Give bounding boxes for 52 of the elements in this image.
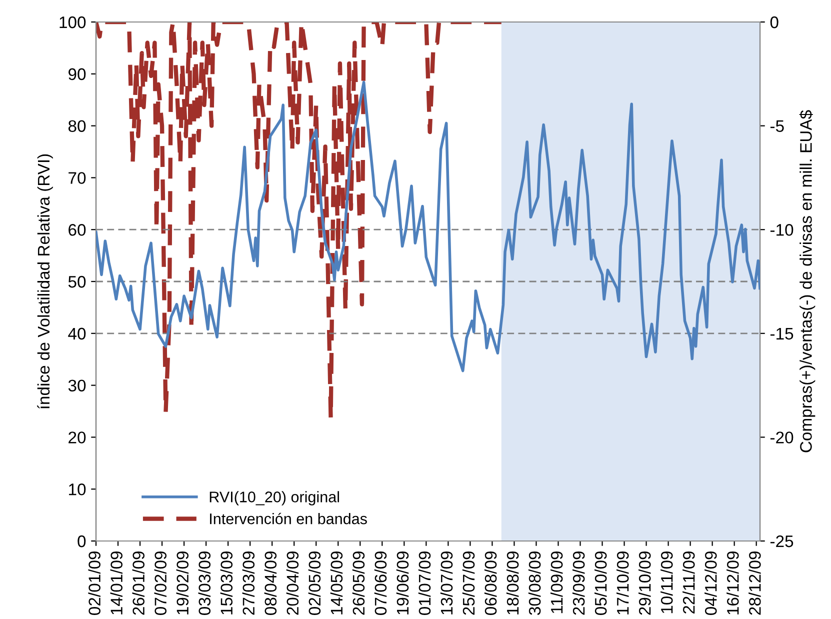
y2-tick-label: -25 (770, 535, 794, 548)
y-tick-label: 40 (68, 328, 86, 340)
x-tick-label: 13/07/09 (440, 552, 453, 614)
x-tick-label: 07/02/09 (154, 552, 167, 615)
x-tick-label: 10/11/09 (660, 552, 673, 614)
y2-tick-label: -5 (770, 120, 784, 132)
x-tick-label: 03/03/09 (198, 552, 211, 615)
x-tick-label: 25/07/09 (462, 552, 475, 615)
x-tick-label: 17/10/09 (616, 552, 629, 614)
y-tick-label: 70 (68, 172, 86, 184)
y2-tick-label: -15 (770, 328, 794, 340)
y-tick-label: 30 (68, 380, 86, 392)
y-tick-label: 10 (69, 484, 86, 496)
legend-label: RVI(10_20) original (210, 491, 339, 506)
y-tick-label: 100 (60, 16, 86, 28)
legend-label: Intervención en bandas (210, 512, 367, 524)
y-tick-label: 0 (78, 535, 86, 548)
x-tick-label: 05/10/09 (594, 552, 607, 615)
y-tick-label: 60 (68, 224, 86, 236)
x-tick-label: 29/10/09 (638, 552, 651, 615)
y-tick-label: 90 (68, 68, 86, 80)
x-tick-label: 04/12/09 (704, 552, 717, 615)
x-tick-label: 23/09/09 (572, 552, 585, 615)
y2-tick-label: -20 (770, 432, 794, 444)
x-tick-label: 27/03/09 (242, 552, 255, 615)
x-tick-label: 19/06/09 (396, 552, 409, 614)
y2-axis-title: Compras(+)/ventas(-) de divisas en mill. EUA$ (799, 110, 816, 452)
y2-tick-label: -10 (770, 224, 794, 236)
x-tick-label: 16/12/09 (726, 552, 739, 614)
x-tick-label: 15/03/09 (220, 552, 233, 614)
y-tick-label: 80 (68, 120, 86, 132)
x-tick-label: 14/01/09 (110, 552, 122, 614)
x-tick-label: 02/05/09 (308, 552, 321, 615)
y-tick-label: 20 (68, 432, 86, 444)
x-tick-label: 30/08/09 (528, 552, 541, 615)
x-tick-label: 08/04/09 (264, 552, 277, 615)
x-tick-label: 26/01/09 (132, 552, 144, 615)
x-tick-label: 02/01/09 (88, 552, 100, 615)
x-tick-label: 28/12/09 (748, 552, 761, 615)
y-axis-title: índice de Volatilidad Relativa (RVI) (37, 154, 53, 409)
x-tick-label: 26/05/09 (352, 552, 365, 615)
y-tick-label: 50 (68, 276, 86, 288)
x-tick-label: 06/08/09 (484, 552, 497, 615)
x-tick-label: 07/06/09 (374, 552, 387, 615)
x-tick-label: 14/05/09 (330, 552, 343, 614)
x-tick-label: 18/08/09 (506, 552, 519, 614)
x-tick-label: 11/09/09 (550, 552, 563, 614)
x-tick-label: 01/07/09 (418, 552, 431, 615)
x-tick-label: 22/11/09 (682, 552, 695, 614)
y2-tick-label: 0 (770, 16, 778, 28)
x-tick-label: 19/02/09 (176, 552, 189, 614)
x-tick-label: 20/04/09 (286, 552, 299, 615)
